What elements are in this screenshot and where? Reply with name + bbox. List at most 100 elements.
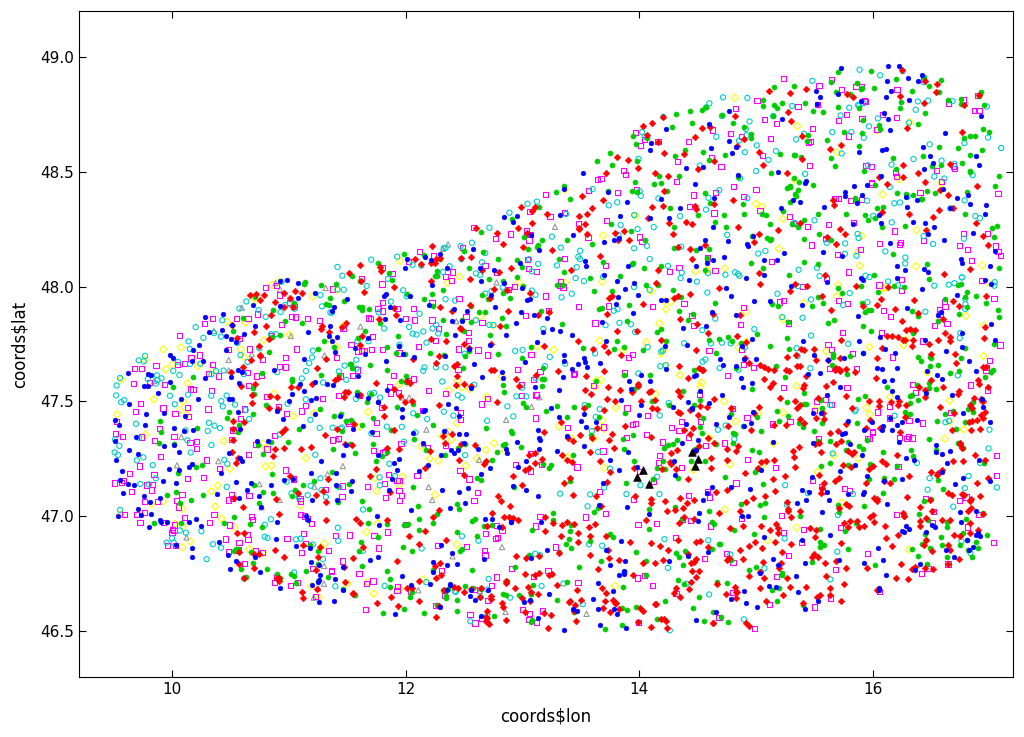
Point <box>901 391 918 402</box>
Point <box>684 308 700 320</box>
Point <box>855 301 871 312</box>
Point <box>486 265 503 276</box>
Point <box>837 237 853 249</box>
Point <box>907 565 924 576</box>
Point <box>693 105 710 116</box>
Point <box>425 566 441 578</box>
Point <box>735 122 752 133</box>
Point <box>240 356 256 368</box>
Point <box>366 387 382 399</box>
Point <box>847 405 863 417</box>
Point <box>438 328 455 340</box>
Point <box>514 344 530 356</box>
Point <box>946 163 963 175</box>
Point <box>965 396 981 408</box>
Point <box>676 148 692 160</box>
Point <box>953 489 970 500</box>
Point <box>183 495 200 506</box>
Point <box>800 487 816 499</box>
Point <box>372 391 388 403</box>
Point <box>690 507 707 519</box>
Point <box>368 377 384 389</box>
Point <box>271 428 288 440</box>
Point <box>336 296 352 307</box>
Point <box>423 333 439 345</box>
Point <box>982 278 998 290</box>
Point <box>753 425 769 437</box>
Point <box>785 217 802 229</box>
Point <box>829 425 846 436</box>
Point <box>548 541 564 553</box>
Point <box>292 500 308 512</box>
Point <box>279 274 295 286</box>
Point <box>895 172 911 184</box>
Point <box>971 509 987 521</box>
Point <box>856 500 872 511</box>
Point <box>990 170 1007 182</box>
Point <box>188 514 205 525</box>
Point <box>609 335 626 347</box>
Point <box>108 390 124 402</box>
Point <box>464 515 480 527</box>
Point <box>345 423 361 435</box>
Point <box>930 315 946 326</box>
Point <box>786 278 803 290</box>
Point <box>692 399 709 411</box>
Point <box>292 378 308 390</box>
Point <box>930 359 946 371</box>
Point <box>221 519 238 531</box>
Point <box>599 308 615 320</box>
Point <box>184 355 201 367</box>
Point <box>504 425 520 436</box>
Point <box>609 275 626 287</box>
Point <box>231 303 248 315</box>
Point <box>522 228 539 240</box>
Point <box>526 381 543 393</box>
Point <box>364 426 380 438</box>
Point <box>764 298 780 310</box>
Point <box>778 167 795 178</box>
Point <box>909 351 926 363</box>
Point <box>936 172 952 184</box>
Point <box>490 491 507 503</box>
Point <box>911 558 928 570</box>
Point <box>555 371 571 383</box>
Point <box>654 345 671 357</box>
Point <box>483 590 500 601</box>
Point <box>698 101 715 113</box>
Point <box>936 326 952 338</box>
Point <box>705 124 721 136</box>
Point <box>380 273 396 284</box>
Point <box>733 513 750 525</box>
Point <box>424 279 440 290</box>
Point <box>391 340 408 352</box>
Point <box>202 517 218 528</box>
Point <box>559 452 575 464</box>
Point <box>411 575 427 587</box>
Point <box>916 74 933 86</box>
Point <box>840 130 856 142</box>
Point <box>428 270 444 282</box>
Point <box>168 539 184 551</box>
Point <box>798 83 814 95</box>
Point <box>435 406 452 418</box>
Point <box>712 362 728 374</box>
Point <box>302 441 318 453</box>
Point <box>364 344 380 356</box>
Point <box>452 503 468 515</box>
Point <box>130 503 146 515</box>
Point <box>874 189 891 200</box>
Point <box>522 595 539 607</box>
Point <box>106 477 123 489</box>
Point <box>255 547 271 559</box>
Point <box>666 222 682 234</box>
Point <box>811 469 827 481</box>
Point <box>751 146 767 158</box>
Point <box>915 234 932 246</box>
Point <box>882 477 898 489</box>
Point <box>737 617 754 629</box>
Point <box>227 399 244 411</box>
Point <box>870 279 887 291</box>
Point <box>869 113 886 125</box>
Point <box>911 515 928 527</box>
